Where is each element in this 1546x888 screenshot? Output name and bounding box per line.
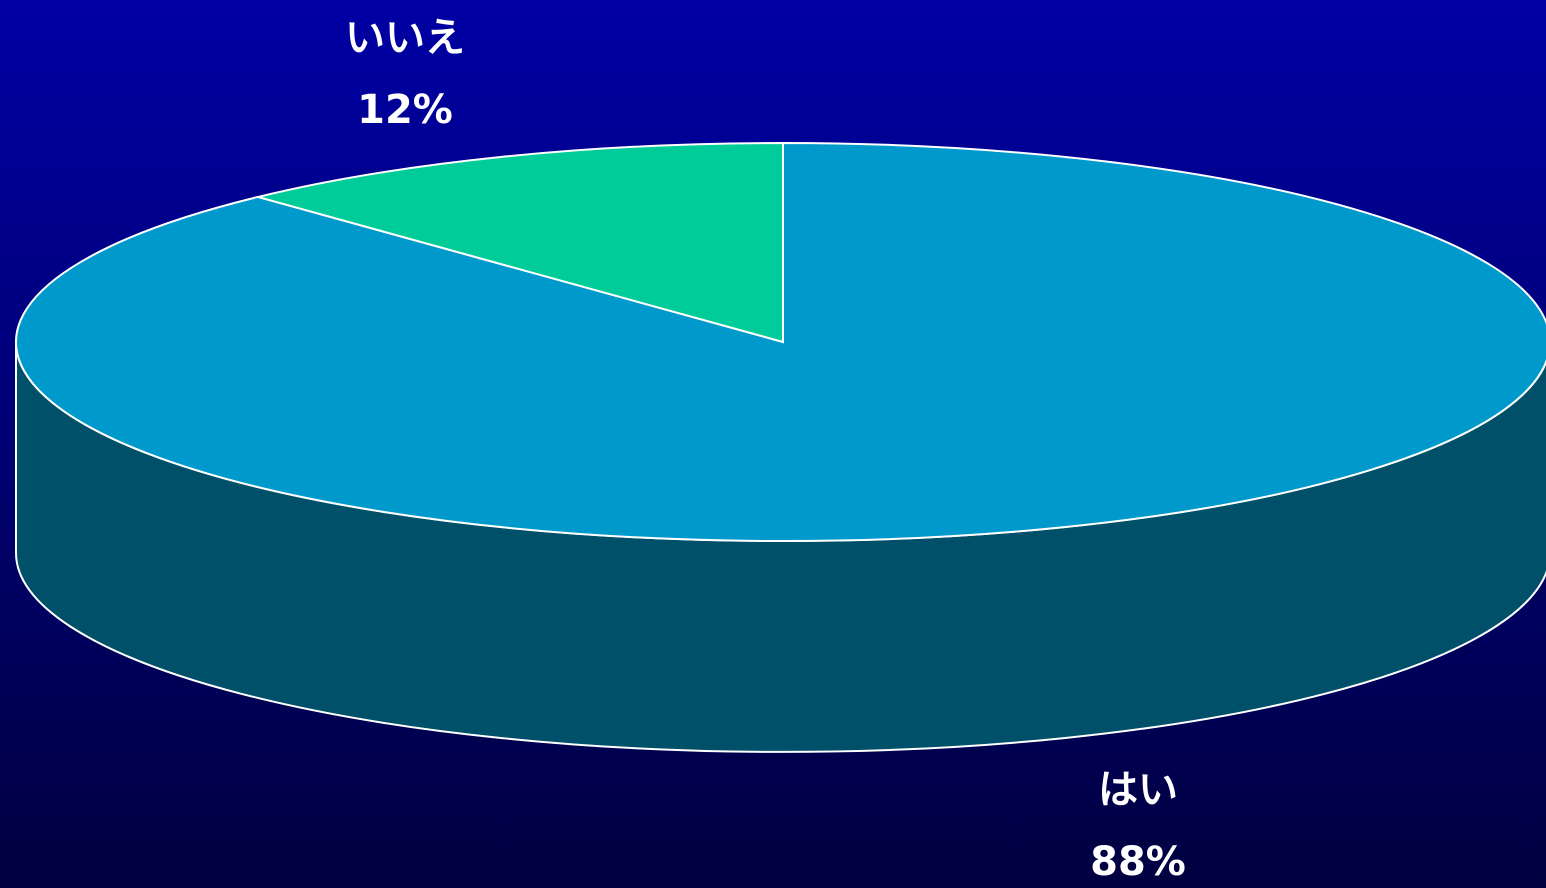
slice-label: いいえ <box>345 15 465 61</box>
slice-value-label: 12% <box>357 87 453 133</box>
pie-slice <box>253 141 784 344</box>
slice-label: はい <box>1098 767 1178 813</box>
slice-value-label: 88% <box>1090 839 1186 885</box>
